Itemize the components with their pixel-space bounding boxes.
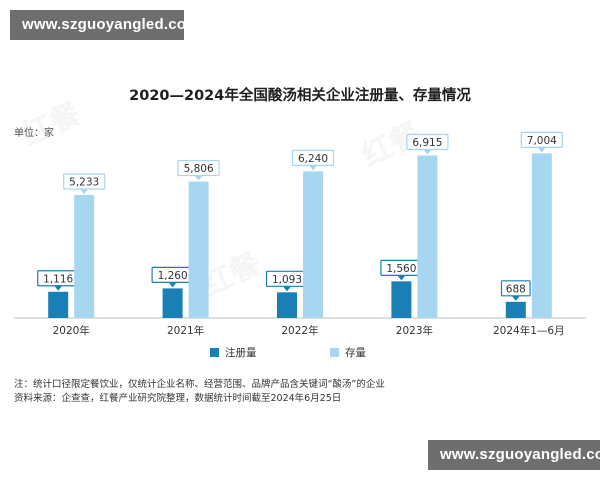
- bar-stock: [188, 181, 209, 318]
- data-label-pointer: [309, 165, 317, 171]
- data-label: 1,093: [272, 274, 302, 286]
- footnote: 注：统计口径限定餐饮业，仅统计企业名称、经营范围、品牌产品含关键词“酸汤”的企业: [14, 379, 385, 390]
- source-note: 资料来源：企查查，红餐产业研究院整理，数据统计时间截至2024年6月25日: [14, 393, 342, 404]
- bar-registrations: [505, 301, 526, 318]
- bar-registrations: [162, 288, 183, 318]
- watermark-bottom: www.szguoyangled.com: [428, 440, 600, 470]
- legend-swatch: [210, 348, 219, 357]
- data-label-pointer: [397, 275, 406, 281]
- data-label-pointer: [423, 149, 432, 155]
- x-tick-label: 2024年1—6月: [493, 324, 565, 337]
- data-label: 1,260: [158, 270, 188, 282]
- chart-legend: 注册量 存量: [0, 345, 600, 361]
- data-label-pointer: [80, 189, 89, 195]
- data-label-pointer: [511, 295, 520, 301]
- data-label: 1,116: [43, 273, 73, 285]
- data-label-pointer: [168, 282, 177, 288]
- data-label-pointer: [194, 175, 203, 181]
- x-tick-label: 2022年: [281, 324, 318, 337]
- data-label: 7,004: [527, 135, 557, 147]
- bar-stock: [531, 153, 552, 318]
- legend-item-stock: 存量: [330, 345, 366, 360]
- unit-label: 单位：家: [14, 128, 54, 139]
- bar-stock: [417, 155, 438, 318]
- data-label-pointer: [54, 285, 63, 291]
- legend-label: 存量: [345, 347, 366, 359]
- data-label: 688: [506, 283, 526, 295]
- data-label-pointer: [283, 286, 291, 292]
- bar-registrations: [277, 292, 297, 318]
- legend-label: 注册量: [225, 347, 257, 359]
- x-tick-label: 2020年: [53, 324, 90, 337]
- legend-swatch: [330, 348, 339, 357]
- data-label: 5,806: [184, 163, 214, 175]
- bar-registrations: [48, 291, 69, 318]
- bar-registrations: [391, 281, 412, 318]
- data-label: 5,233: [69, 177, 99, 189]
- data-label-pointer: [537, 147, 546, 153]
- data-label: 6,240: [298, 153, 328, 165]
- data-label: 6,915: [412, 137, 442, 149]
- watermark-top: www.szguoyangled.com: [10, 10, 199, 40]
- bar-stock: [74, 195, 95, 318]
- data-label: 1,560: [386, 263, 416, 275]
- bar-stock: [303, 171, 323, 318]
- legend-item-registrations: 注册量: [210, 345, 257, 360]
- chart-title: 2020—2024年全国酸汤相关企业注册量、存量情况: [129, 88, 471, 104]
- x-tick-label: 2021年: [167, 324, 204, 337]
- x-tick-label: 2023年: [396, 324, 433, 337]
